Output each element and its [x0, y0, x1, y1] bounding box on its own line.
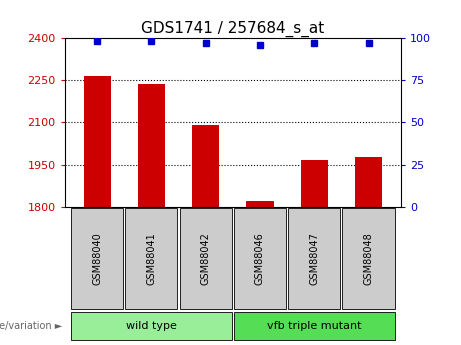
Title: GDS1741 / 257684_s_at: GDS1741 / 257684_s_at: [141, 20, 325, 37]
Bar: [71, 208, 123, 309]
Text: GSM88042: GSM88042: [201, 232, 211, 285]
Text: GSM88041: GSM88041: [147, 233, 156, 285]
Bar: [234, 208, 286, 309]
Bar: [125, 208, 177, 309]
Bar: [288, 208, 340, 309]
Text: genotype/variation ►: genotype/variation ►: [0, 321, 62, 331]
Bar: [343, 208, 395, 309]
Text: vfb triple mutant: vfb triple mutant: [267, 321, 361, 331]
Bar: [355, 157, 382, 207]
Text: wild type: wild type: [126, 321, 177, 331]
Bar: [192, 125, 219, 207]
Bar: [234, 312, 395, 340]
Bar: [138, 85, 165, 207]
Text: GSM88040: GSM88040: [92, 233, 102, 285]
Bar: [246, 201, 273, 207]
Bar: [71, 312, 232, 340]
Text: GSM88046: GSM88046: [255, 233, 265, 285]
Bar: [83, 76, 111, 207]
Text: GSM88047: GSM88047: [309, 232, 319, 285]
Bar: [180, 208, 232, 309]
Bar: [301, 160, 328, 207]
Text: GSM88048: GSM88048: [364, 233, 373, 285]
